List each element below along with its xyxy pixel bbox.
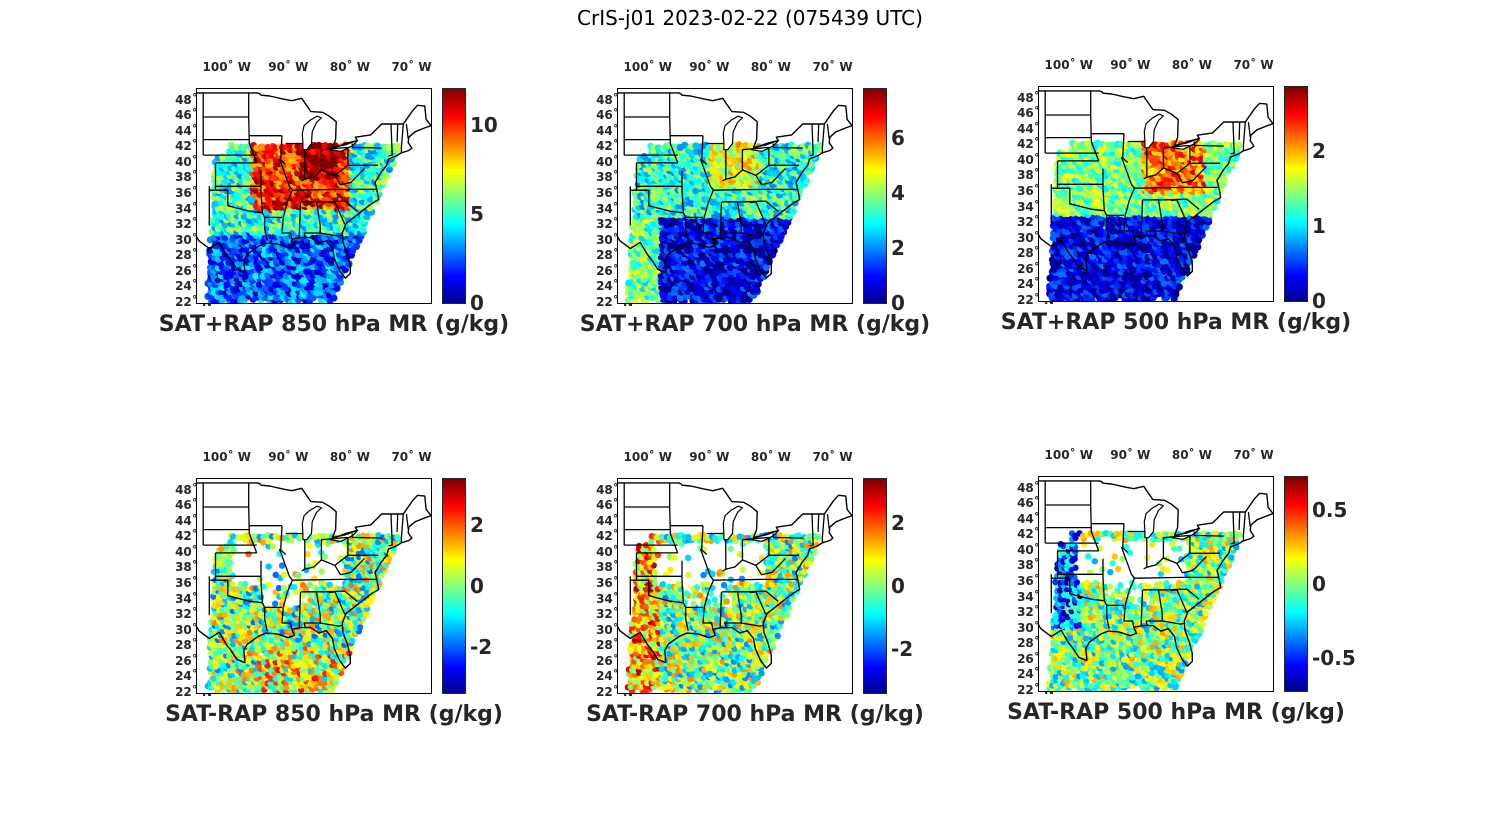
map-panel: 100˚ W 90˚ W 80˚ W 70˚ W 48˚ N 46˚ N 44˚ N 42˚ …	[545, 60, 965, 360]
lon-axis-labels: 100˚ W 90˚ W 80˚ W 70˚ W	[203, 60, 454, 78]
colorbar-tick-label: 5	[470, 201, 484, 226]
colorbar	[442, 88, 466, 304]
data-point	[240, 143, 248, 151]
data-point	[1094, 197, 1102, 205]
data-point	[225, 293, 233, 301]
lon-axis-labels: 100˚ W 90˚ W 80˚ W 70˚ W	[203, 450, 454, 468]
lon-tick-label: 90˚ W	[268, 450, 309, 464]
map-canvas	[197, 482, 431, 693]
data-point	[217, 212, 225, 221]
data-point	[650, 220, 658, 228]
data-point	[1109, 292, 1117, 300]
lon-tick-label: 80˚ W	[750, 60, 791, 74]
lon-tick-label: 100˚ W	[1044, 58, 1094, 72]
data-point	[324, 255, 333, 263]
colorbar-tick-label: 2	[1312, 138, 1326, 163]
data-point	[692, 200, 701, 208]
map-panel: 100˚ W 90˚ W 80˚ W 70˚ W 48˚ N 46˚ N 44˚ N 42˚ …	[966, 58, 1386, 358]
data-point	[754, 280, 762, 288]
data-point	[210, 675, 217, 682]
lon-tick-label: 100˚ W	[623, 60, 673, 74]
panel-caption: SAT+RAP 500 hPa MR (g/kg)	[1000, 310, 1352, 335]
data-point	[680, 259, 689, 267]
lon-tick-label: 90˚ W	[689, 60, 730, 74]
panel-caption: SAT+RAP 700 hPa MR (g/kg)	[579, 312, 931, 337]
map-plot-area	[1038, 86, 1274, 302]
data-point	[677, 220, 685, 229]
colorbar-tick-label: 4	[891, 181, 905, 206]
data-point	[252, 272, 260, 280]
map-canvas	[197, 92, 431, 303]
figure-title: CrIS-j01 2023-02-22 (075439 UTC)	[577, 6, 923, 30]
lon-axis-labels: 100˚ W 90˚ W 80˚ W 70˚ W	[1045, 58, 1296, 76]
lon-tick-label: 90˚ W	[268, 60, 309, 74]
data-point	[816, 141, 824, 149]
data-point	[640, 152, 648, 161]
data-point	[1135, 256, 1144, 264]
data-point	[1183, 265, 1191, 273]
lon-tick-label: 100˚ W	[202, 60, 252, 74]
lon-tick-label: 100˚ W	[202, 450, 252, 464]
data-point	[233, 285, 241, 293]
colorbar-tick-label: 0	[470, 291, 484, 315]
map-plot-area	[617, 88, 853, 304]
map-plot-area	[196, 478, 432, 694]
lon-tick-label: 80˚ W	[1171, 58, 1212, 72]
data-point	[654, 144, 662, 152]
lon-tick-label: 80˚ W	[329, 450, 370, 464]
data-point	[282, 684, 290, 691]
map-plot-area	[196, 88, 432, 304]
data-point	[673, 243, 681, 251]
data-point	[762, 263, 770, 271]
data-point	[271, 144, 279, 152]
data-point	[684, 208, 692, 216]
data-point	[789, 207, 797, 215]
data-point	[335, 186, 343, 194]
colorbar	[1284, 86, 1308, 302]
colorbar-tick-label: 10	[470, 112, 498, 137]
data-point	[1220, 176, 1228, 184]
data-point	[352, 242, 360, 250]
colorbar-tick-label: 2	[891, 236, 905, 261]
data-point	[290, 289, 298, 297]
data-point	[393, 142, 402, 150]
lon-axis-labels: 100˚ W 90˚ W 80˚ W 70˚ W	[624, 60, 875, 78]
data-point	[359, 225, 367, 233]
lon-tick-label: 70˚ W	[391, 60, 432, 74]
data-point	[248, 195, 256, 203]
data-point	[1048, 292, 1056, 300]
lon-tick-label: 70˚ W	[812, 60, 853, 74]
lon-tick-label: 70˚ W	[1233, 58, 1274, 72]
colorbar-tick-label: 1	[1312, 213, 1326, 238]
data-point	[233, 676, 240, 683]
map-panel: 100˚ W 90˚ W 80˚ W 70˚ W 48˚ N 46˚ N 44˚ N 42˚ …	[124, 450, 544, 750]
data-point	[278, 143, 286, 152]
data-point	[219, 153, 227, 161]
colorbar-tick-label: 0	[891, 291, 905, 315]
colorbar-tick-labels: 10 5 0	[470, 88, 540, 315]
data-point	[757, 238, 765, 246]
data-point	[313, 666, 321, 674]
data-point	[206, 246, 214, 254]
lon-tick-label: 70˚ W	[391, 450, 432, 464]
colorbar-tick-label: 6	[891, 126, 905, 151]
lon-tick-label: 90˚ W	[1110, 58, 1151, 72]
colorbar	[863, 88, 887, 304]
data-point	[741, 141, 750, 150]
data-point	[677, 294, 685, 302]
lon-tick-label: 80˚ W	[329, 60, 370, 74]
data-point	[330, 294, 338, 302]
colorbar-tick-labels: 6 4 2 0	[891, 88, 961, 315]
map-panel: 100˚ W 90˚ W 80˚ W 70˚ W 48˚ N 46˚ N 44˚ N 42˚ …	[124, 60, 544, 360]
panel-caption: SAT+RAP 850 hPa MR (g/kg)	[158, 312, 510, 337]
data-point	[669, 225, 677, 233]
data-point	[1235, 141, 1243, 149]
data-point	[294, 142, 302, 150]
map-canvas	[1039, 90, 1273, 301]
map-canvas	[618, 92, 852, 303]
